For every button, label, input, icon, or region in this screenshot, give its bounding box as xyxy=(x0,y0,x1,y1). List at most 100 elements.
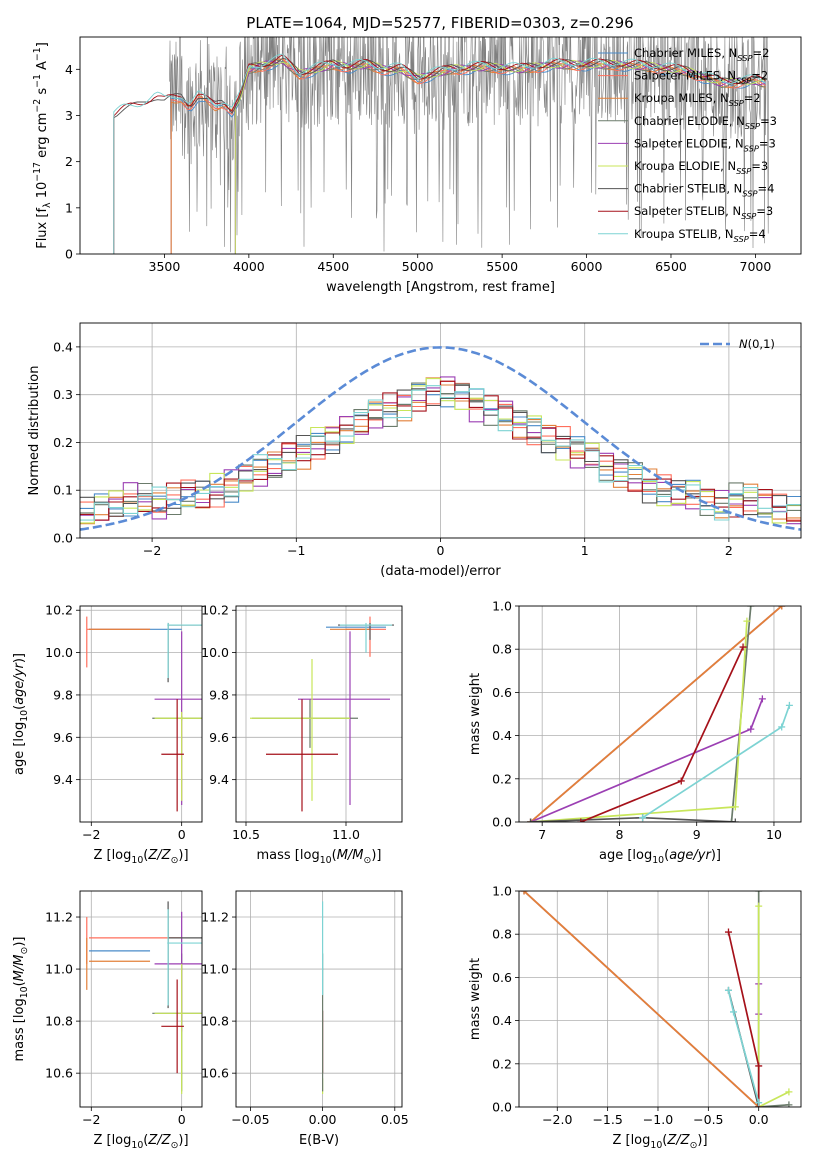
spectrum-legend-label: Kroupa MILES, NSSP=2 xyxy=(634,91,761,108)
residual-legend-label: N(0,1) xyxy=(739,337,775,351)
mass_vs_ebv-frame xyxy=(235,890,403,1108)
age_vs_Z-xtick-label: 0 xyxy=(178,827,186,842)
residuals-frame xyxy=(79,322,802,539)
age_vs_Z-ytick-label: 10.2 xyxy=(45,603,73,618)
spectrum-ylabel: Flux [fλ 10−17 erg cm−2 s−1 A−1] xyxy=(32,42,53,249)
weight_vs_Z-ytick-label: 1.0 xyxy=(492,884,512,899)
age_vs_Z-xtick-label: −2 xyxy=(82,827,100,842)
weight_vs_Z-ytick-label: 0.0 xyxy=(492,1100,512,1115)
weight_vs_Z-series-marker xyxy=(755,1062,763,1070)
age_vs_Z-ytick-label: 9.6 xyxy=(53,730,73,745)
spectrum-xtick-label: 4500 xyxy=(317,259,349,274)
residuals-ytick-label: 0.0 xyxy=(53,531,73,546)
weight_vs_age-series-marker xyxy=(747,725,755,733)
weight_vs_Z-series-marker xyxy=(785,1088,793,1096)
weight_vs_Z-xtick-label: −0.5 xyxy=(693,1112,723,1127)
residuals-xtick-label: 0 xyxy=(437,543,445,558)
weight_vs_Z-xtick-label: 0.0 xyxy=(749,1112,769,1127)
weight_vs_age-ylabel: mass weight xyxy=(468,673,483,755)
spectrum-model-line xyxy=(113,54,766,254)
weight_vs_age-ytick-label: 0.2 xyxy=(492,771,512,786)
spectrum-xlabel: wavelength [Angstrom, rest frame] xyxy=(326,280,555,295)
residuals-ytick-label: 0.3 xyxy=(53,387,73,402)
mass_vs_Z-ylabel: mass [log10(M/M⊙)] xyxy=(12,937,30,1062)
mass_vs_ebv-xlabel: E(B-V) xyxy=(299,1133,339,1148)
weight_vs_Z-series-marker xyxy=(730,1008,738,1016)
age_vs_mass-frame xyxy=(235,605,403,823)
spectrum-ytick-label: 4 xyxy=(65,62,73,77)
spectrum-legend-label: Chabrier MILES, NSSP=2 xyxy=(634,46,769,63)
weight_vs_Z-series-marker xyxy=(724,986,732,994)
mass_vs_ebv-xtick-label: 0.05 xyxy=(381,1112,409,1127)
mass_vs_ebv-ytick-label: 11.2 xyxy=(201,910,229,925)
spectrum-model-line xyxy=(170,60,766,254)
weight_vs_Z-ylabel: mass weight xyxy=(468,958,483,1040)
weight_vs_Z-series-marker xyxy=(755,891,763,895)
residuals-xtick-label: −1 xyxy=(287,543,305,558)
weight_vs_age-series-marker xyxy=(731,803,739,811)
spectrum-xtick-label: 5000 xyxy=(402,259,434,274)
mass_vs_ebv-ytick-label: 10.8 xyxy=(201,1014,229,1029)
weight_vs_age-series-marker xyxy=(731,818,739,822)
age_vs_mass-ytick-label: 10.0 xyxy=(201,645,229,660)
weight_vs_Z-series-marker xyxy=(520,891,528,895)
spectrum-legend-label: Salpeter MILES, NSSP=2 xyxy=(634,69,768,86)
mass_vs_ebv-ytick-label: 11.0 xyxy=(201,962,229,977)
spectrum-model-line xyxy=(234,59,766,254)
weight_vs_Z-series-marker xyxy=(724,928,732,936)
spectrum-data-line xyxy=(169,37,769,253)
residuals-ytick-label: 0.4 xyxy=(53,339,73,354)
weight_vs_Z-frame xyxy=(518,890,802,1108)
mass_vs_ebv-ytick-label: 10.6 xyxy=(201,1066,229,1081)
spectrum-plot-area xyxy=(113,37,769,254)
mass_vs_ebv-xtick-label: −0.05 xyxy=(231,1112,269,1127)
mass_vs_ebv-xtick-label: 0.00 xyxy=(309,1112,337,1127)
weight_vs_Z-xtick-label: −1.0 xyxy=(643,1112,673,1127)
weight_vs_age-series-marker xyxy=(739,643,747,651)
mass_vs_Z-ytick-label: 10.6 xyxy=(45,1066,73,1081)
residuals-xtick-label: 2 xyxy=(725,543,733,558)
spectrum-xtick-label: 5500 xyxy=(486,259,518,274)
weight_vs_Z-xtick-label: −1.5 xyxy=(592,1112,622,1127)
spectrum-ytick-label: 3 xyxy=(65,108,73,123)
weight_vs_age-ytick-label: 0.6 xyxy=(492,685,512,700)
spectrum-legend-label: Kroupa STELIB, NSSP=4 xyxy=(634,227,766,244)
weight_vs_Z-ytick-label: 0.2 xyxy=(492,1056,512,1071)
spectrum-ytick-label: 2 xyxy=(65,154,73,169)
spectrum-xtick-label: 3500 xyxy=(149,259,181,274)
age_vs_mass-ytick-label: 9.4 xyxy=(209,772,229,787)
residuals-ytick-label: 0.1 xyxy=(53,483,73,498)
weight_vs_age-xtick-label: 7 xyxy=(538,827,546,842)
weight_vs_Z-series-marker xyxy=(785,1101,793,1107)
residuals-ylabel: Normed distribution xyxy=(27,366,42,496)
spectrum-frame xyxy=(79,36,802,255)
mass_vs_Z-xtick-label: −2 xyxy=(82,1112,100,1127)
weight_vs_age-series-marker xyxy=(527,818,535,822)
spectrum-legend-label: Salpeter ELODIE, NSSP=3 xyxy=(634,136,776,153)
weight_vs_Z-series-marker xyxy=(755,1099,763,1107)
normal-distribution-curve xyxy=(80,346,801,531)
weight_vs_Z-xtick-label: −2.0 xyxy=(542,1112,572,1127)
figure-title: PLATE=1064, MJD=52577, FIBERID=0303, z=0… xyxy=(246,14,633,32)
spectrum-ytick-label: 0 xyxy=(65,247,73,262)
weight_vs_age-series-marker xyxy=(743,617,751,625)
weight_vs_Z-xlabel: Z [log10(Z/Z⊙)] xyxy=(612,1133,707,1151)
residual-histogram-line xyxy=(80,384,801,517)
residuals-xtick-label: 1 xyxy=(581,543,589,558)
weight_vs_age-series-marker xyxy=(778,606,786,610)
weight_vs_age-plot-area xyxy=(519,606,801,822)
age_vs_mass-xlabel: mass [log10(M/M⊙)] xyxy=(257,848,382,866)
weight_vs_Z-series-marker xyxy=(755,902,763,910)
spectrum-ytick-label: 1 xyxy=(65,200,73,215)
weight_vs_Z-ytick-label: 0.8 xyxy=(492,927,512,942)
weight_vs_age-xtick-label: 8 xyxy=(615,827,623,842)
weight_vs_age-xtick-label: 10 xyxy=(766,827,782,842)
weight_vs_Z-series-line xyxy=(523,891,760,1107)
weight_vs_age-series-marker xyxy=(778,723,786,731)
spectrum-xtick-label: 6500 xyxy=(655,259,687,274)
age_vs_mass-xtick-label: 11.0 xyxy=(332,827,360,842)
residuals-xlabel: (data-model)/error xyxy=(380,564,501,579)
age_vs_Z-frame xyxy=(79,605,203,823)
